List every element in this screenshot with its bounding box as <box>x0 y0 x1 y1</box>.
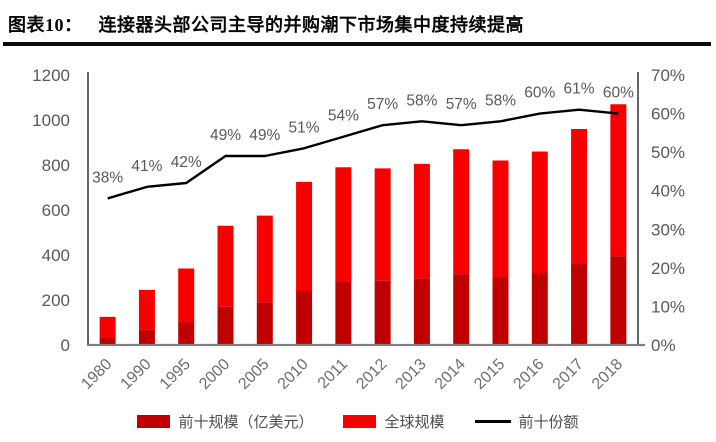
x-axis-label-1990: 1990 <box>118 356 155 393</box>
bar-global-2014 <box>453 149 470 275</box>
bar-top10-2005 <box>256 302 273 345</box>
x-axis-label-2012: 2012 <box>353 356 390 393</box>
bar-global-2015 <box>492 160 509 278</box>
bar-global-2013 <box>413 163 430 279</box>
left-axis-tick-400: 400 <box>42 246 70 265</box>
bar-top10-2011 <box>335 282 352 345</box>
legend-label-top10-size: 前十规模（亿美元） <box>178 414 314 431</box>
figure-header: 图表10： 连接器头部公司主导的并购潮下市场集中度持续提高 <box>8 11 524 37</box>
bar-global-2011 <box>335 167 352 282</box>
bar-top10-2017 <box>571 264 588 345</box>
x-axis-label-2016: 2016 <box>510 356 547 393</box>
line-point-label-2012: 57% <box>367 96 398 113</box>
bar-global-1980 <box>99 316 116 338</box>
legend-swatch-global-size-icon <box>343 415 377 428</box>
bar-global-2010 <box>296 181 313 291</box>
line-point-label-1980: 38% <box>92 169 123 186</box>
left-axis-tick-1200: 1200 <box>32 66 70 85</box>
line-point-label-1990: 41% <box>131 158 162 175</box>
bar-top10-2000 <box>217 306 234 345</box>
bar-global-1990 <box>138 289 155 330</box>
line-point-label-2013: 58% <box>406 92 437 109</box>
line-point-label-2014: 57% <box>446 96 477 113</box>
right-axis-tick-30: 30% <box>651 220 685 239</box>
line-point-label-1995: 42% <box>171 154 202 171</box>
x-axis-label-2000: 2000 <box>196 356 233 393</box>
bar-top10-2012 <box>374 280 391 345</box>
left-axis-tick-800: 800 <box>42 156 70 175</box>
bar-top10-2010 <box>296 291 313 345</box>
line-point-label-2005: 49% <box>249 127 280 144</box>
legend-swatch-top10-size-icon <box>137 415 171 428</box>
left-axis-tick-1000: 1000 <box>32 111 70 130</box>
x-axis-label-2015: 2015 <box>471 356 508 393</box>
right-axis-tick-40: 40% <box>651 182 685 201</box>
bar-top10-1990 <box>138 329 155 345</box>
bar-top10-2018 <box>610 256 627 345</box>
bar-global-2005 <box>256 215 273 303</box>
x-axis-label-1995: 1995 <box>157 356 194 393</box>
x-axis-label-2010: 2010 <box>275 356 312 393</box>
right-axis-tick-20: 20% <box>651 259 685 278</box>
x-axis-label-2014: 2014 <box>432 356 469 393</box>
bar-global-2012 <box>374 168 391 281</box>
x-axis-label-2011: 2011 <box>315 356 351 392</box>
left-axis-tick-0: 0 <box>61 336 70 355</box>
line-point-label-2017: 61% <box>564 81 595 98</box>
line-point-label-2011: 54% <box>328 108 359 125</box>
figure-title: 连接器头部公司主导的并购潮下市场集中度持续提高 <box>98 15 524 35</box>
figure-label: 图表10： <box>8 15 83 35</box>
right-axis-tick-10: 10% <box>651 297 685 316</box>
x-axis-label-2013: 2013 <box>393 356 430 393</box>
legend-item-top10-size: 前十规模（亿美元） <box>137 411 313 432</box>
bar-top10-2013 <box>413 278 430 345</box>
chart-legend: 前十规模（亿美元） 全球规模 前十份额 <box>0 411 716 432</box>
x-axis-label-2018: 2018 <box>589 356 626 393</box>
right-axis-tick-0: 0% <box>651 336 676 355</box>
bar-top10-1995 <box>178 322 195 345</box>
right-axis-tick-60: 60% <box>651 105 685 124</box>
bar-global-2017 <box>571 129 588 264</box>
line-point-label-2015: 58% <box>485 92 516 109</box>
right-axis-tick-50: 50% <box>651 143 685 162</box>
bar-top10-1980 <box>99 337 116 345</box>
left-axis-tick-600: 600 <box>42 201 70 220</box>
bar-global-2000 <box>217 225 234 307</box>
line-point-label-2000: 49% <box>210 127 241 144</box>
line-point-label-2010: 51% <box>289 119 320 136</box>
legend-label-global-size: 全球规模 <box>384 414 445 431</box>
line-point-label-2018: 60% <box>603 85 634 102</box>
bar-global-2018 <box>610 104 627 257</box>
bar-global-2016 <box>531 151 548 273</box>
x-axis-label-2005: 2005 <box>235 356 272 393</box>
line-top10-share <box>107 108 619 200</box>
bar-global-1995 <box>178 268 195 323</box>
bar-top10-2016 <box>531 273 548 345</box>
right-axis-tick-70: 70% <box>651 66 685 85</box>
legend-swatch-top10-share-icon <box>474 420 511 423</box>
line-point-label-2016: 60% <box>524 85 555 102</box>
legend-item-global-size: 全球规模 <box>343 411 445 432</box>
left-axis-tick-200: 200 <box>42 291 70 310</box>
legend-item-top10-share: 前十份额 <box>474 411 579 432</box>
bar-top10-2014 <box>453 274 470 345</box>
legend-label-top10-share: 前十份额 <box>518 414 579 431</box>
title-underline <box>3 42 711 46</box>
x-axis-label-1980: 1980 <box>78 356 115 393</box>
bar-top10-2015 <box>492 277 509 345</box>
x-axis-label-2017: 2017 <box>550 356 587 393</box>
